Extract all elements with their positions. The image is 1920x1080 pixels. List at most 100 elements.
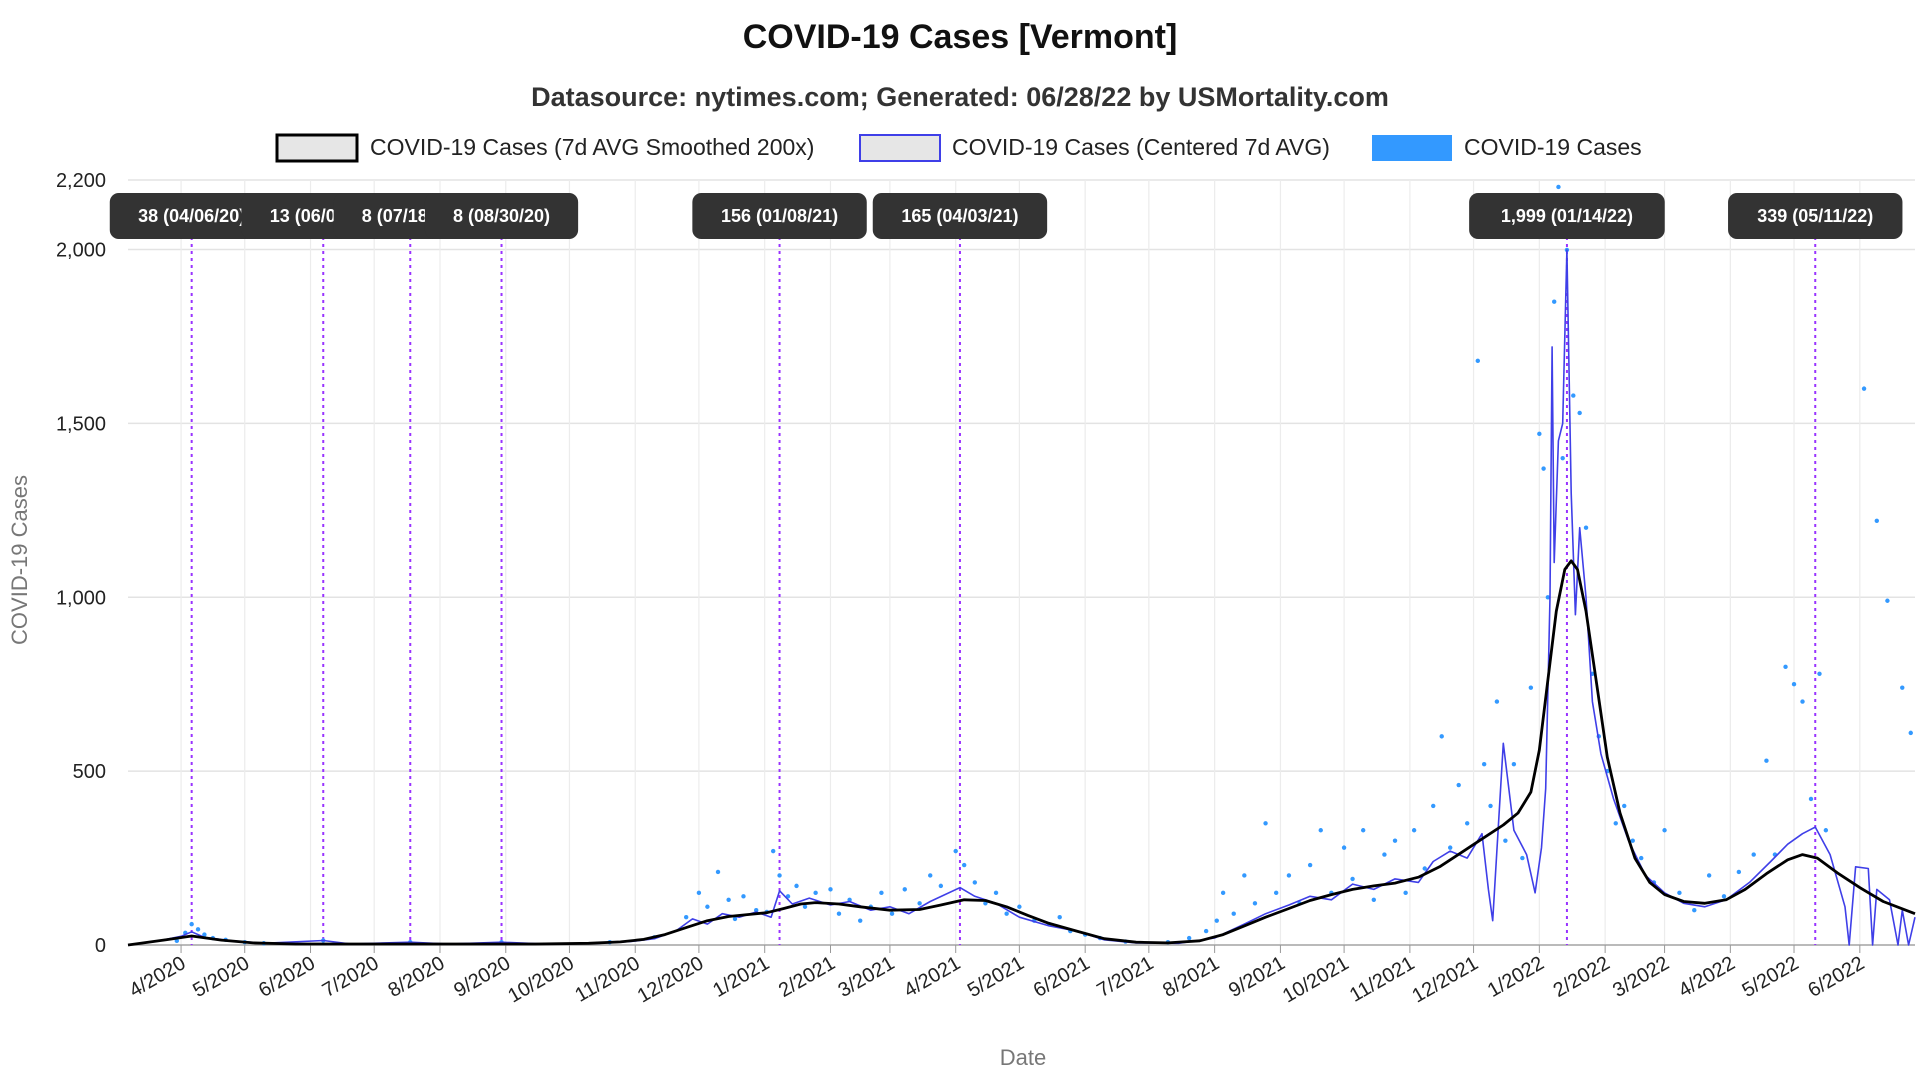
case-point xyxy=(1464,821,1470,826)
case-point xyxy=(1556,184,1561,190)
x-tick-label: 1/2021 xyxy=(709,952,773,1002)
annotation-box xyxy=(424,193,579,239)
x-tick-label: 3/2022 xyxy=(1609,952,1673,1002)
legend-swatch-cases xyxy=(1372,135,1452,161)
series-cases-points xyxy=(174,184,1913,946)
x-axis-label: Date xyxy=(1000,1045,1046,1070)
case-point xyxy=(1371,897,1377,902)
case-point xyxy=(1800,699,1805,704)
case-point xyxy=(1823,828,1829,833)
case-point xyxy=(1764,758,1769,763)
x-tick-label: 6/2020 xyxy=(255,952,319,1002)
y-tick-label: 1,000 xyxy=(56,587,106,609)
case-point xyxy=(1488,803,1493,809)
annotation-box xyxy=(109,193,274,239)
annotation-callout: 1,999 (01/14/22) xyxy=(1469,193,1665,239)
case-point xyxy=(1622,803,1627,809)
case-point xyxy=(726,897,731,902)
case-point xyxy=(1422,866,1427,871)
annotation-callout: 156 (01/08/21) xyxy=(692,193,867,239)
case-point xyxy=(1360,828,1366,833)
case-point xyxy=(1286,873,1292,878)
annotation-label: 8 (08/30/20) xyxy=(453,206,550,226)
annotation-box xyxy=(872,193,1048,239)
case-point xyxy=(1662,828,1667,833)
case-point xyxy=(777,873,782,878)
x-tick-label: 4/2022 xyxy=(1675,952,1739,1002)
annotation-box xyxy=(1469,193,1665,239)
case-point xyxy=(754,908,759,913)
legend-item-smoothed[interactable]: COVID-19 Cases (7d AVG Smoothed 200x) xyxy=(275,133,814,163)
case-point xyxy=(1481,761,1487,767)
case-point xyxy=(836,911,842,916)
case-point xyxy=(195,927,201,932)
case-point xyxy=(1583,525,1589,530)
case-point xyxy=(1186,935,1192,941)
x-tick-label: 11/2021 xyxy=(1346,952,1418,1006)
case-point xyxy=(1630,838,1635,843)
case-point xyxy=(1885,598,1890,603)
annotation-callout: 165 (04/03/21) xyxy=(872,193,1048,239)
grid-lines xyxy=(128,179,1915,946)
annotation-label: 339 (05/11/22) xyxy=(1757,206,1873,226)
legend-item-cases[interactable]: COVID-19 Cases xyxy=(1372,134,1642,161)
chart-subtitle: Datasource: nytimes.com; Generated: 06/2… xyxy=(531,82,1389,112)
case-point xyxy=(972,880,978,885)
legend-label-cases: COVID-19 Cases xyxy=(1464,134,1642,160)
x-tick-label: 2/2021 xyxy=(775,952,839,1002)
x-tick-label: 9/2020 xyxy=(450,952,514,1002)
series-smoothed-7d-avg xyxy=(127,559,1916,947)
case-point xyxy=(1706,873,1712,878)
case-point xyxy=(902,887,907,892)
case-point xyxy=(1808,796,1814,802)
case-point xyxy=(1545,595,1551,600)
chart-title: COVID-19 Cases [Vermont] xyxy=(743,18,1178,56)
case-point xyxy=(1252,901,1258,906)
case-point xyxy=(1263,821,1268,826)
smoothed-avg-line xyxy=(127,559,1916,947)
case-point xyxy=(1203,928,1209,934)
annotation-lines xyxy=(190,195,1817,945)
case-point xyxy=(1817,671,1822,676)
x-tick-label: 8/2020 xyxy=(385,952,449,1002)
case-point xyxy=(828,887,833,892)
case-point xyxy=(1571,393,1576,398)
centered-avg-line xyxy=(127,249,1916,946)
legend-label-smoothed: COVID-19 Cases (7d AVG Smoothed 200x) xyxy=(370,134,814,160)
case-point xyxy=(1318,828,1323,833)
annotation-label: 156 (01/08/21) xyxy=(721,206,838,226)
x-tick-label: 12/2021 xyxy=(1408,952,1482,1007)
case-point xyxy=(1057,914,1062,920)
case-point xyxy=(1692,908,1697,913)
case-point xyxy=(1382,852,1387,857)
x-axis-ticks: 4/2020 5/2020 6/2020 7/2020 8/2020 9/202010/2… xyxy=(126,944,1915,1007)
x-tick-label: 6/2022 xyxy=(1804,952,1868,1002)
annotation-box xyxy=(692,193,867,239)
annotation-callout: 38 (04/06/20) xyxy=(109,193,274,239)
case-point xyxy=(858,918,863,923)
case-point xyxy=(1528,685,1534,690)
legend-item-centered[interactable]: COVID-19 Cases (Centered 7d AVG) xyxy=(859,134,1330,162)
case-point xyxy=(1448,845,1453,850)
case-point xyxy=(1511,761,1517,767)
case-point xyxy=(1861,386,1867,391)
case-point xyxy=(1341,845,1347,850)
case-point xyxy=(928,873,933,878)
case-point xyxy=(1307,862,1313,868)
case-point xyxy=(1791,682,1797,687)
case-point xyxy=(1231,911,1236,916)
case-point xyxy=(202,932,207,937)
case-point xyxy=(1560,455,1565,461)
case-point xyxy=(1475,358,1481,364)
x-tick-label: 4/2021 xyxy=(900,952,964,1002)
x-tick-label: 7/2021 xyxy=(1093,952,1157,1002)
legend-label-centered: COVID-19 Cases (Centered 7d AVG) xyxy=(952,134,1330,160)
x-tick-label: 12/2020 xyxy=(634,952,708,1007)
case-point xyxy=(1403,890,1408,896)
case-point xyxy=(1577,410,1582,416)
y-tick-label: 1,500 xyxy=(56,413,106,435)
x-tick-label: 9/2021 xyxy=(1225,952,1289,1002)
y-tick-label: 500 xyxy=(73,761,106,783)
case-point xyxy=(1439,734,1444,739)
